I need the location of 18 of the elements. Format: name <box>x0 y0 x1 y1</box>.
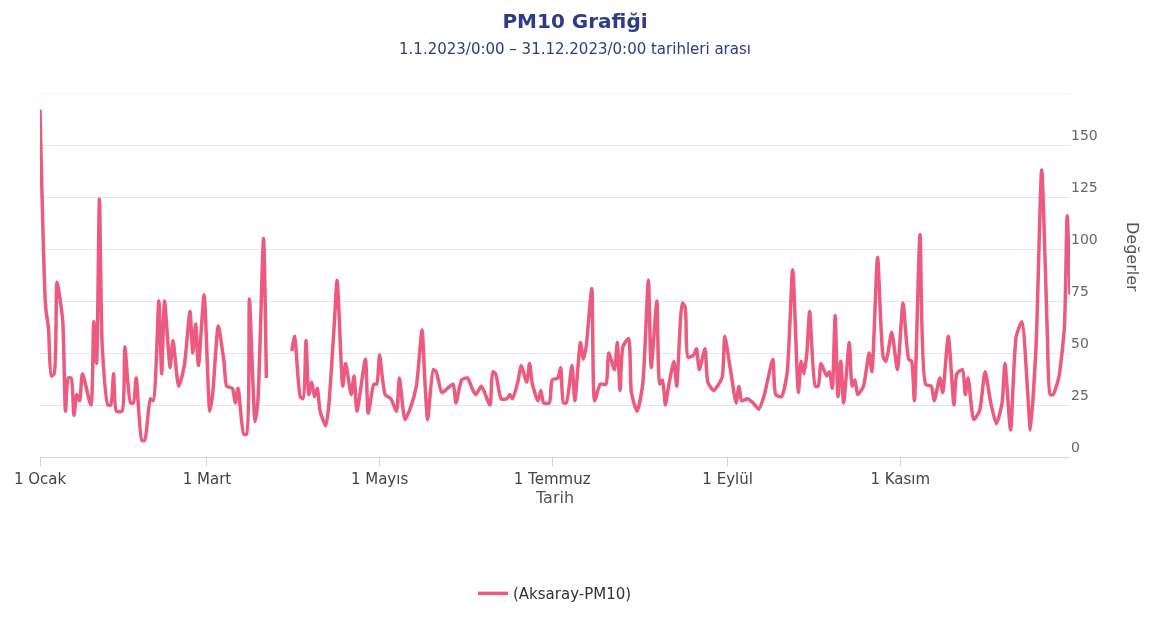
x-axis-title: Tarih <box>534 488 575 507</box>
y-tick-label: 100 <box>1071 231 1098 248</box>
y-tick-label: 25 <box>1071 387 1089 404</box>
y-tick-label: 75 <box>1071 283 1089 300</box>
chart-subtitle: 1.1.2023/0:00 – 31.12.2023/0:00 tarihleri arası <box>399 39 751 58</box>
y-axis-title: Değerler <box>1122 222 1142 293</box>
y-tick-label: 150 <box>1071 127 1098 144</box>
x-tick-label: 1 Kasım <box>870 470 931 488</box>
x-tick-label: 1 Eylül <box>702 470 753 488</box>
chart-title: PM10 Grafiği <box>502 8 648 33</box>
y-tick-label: 0 <box>1071 439 1080 456</box>
x-tick-label: 1 Mart <box>182 470 232 488</box>
x-tick-label: 1 Temmuz <box>513 470 591 488</box>
y-tick-label: 125 <box>1071 179 1098 196</box>
x-tick-label: 1 Ocak <box>13 470 67 488</box>
legend-label: (Aksaray-PM10) <box>513 585 632 604</box>
y-tick-label: 50 <box>1071 335 1089 352</box>
x-tick-label: 1 Mayıs <box>350 470 409 488</box>
